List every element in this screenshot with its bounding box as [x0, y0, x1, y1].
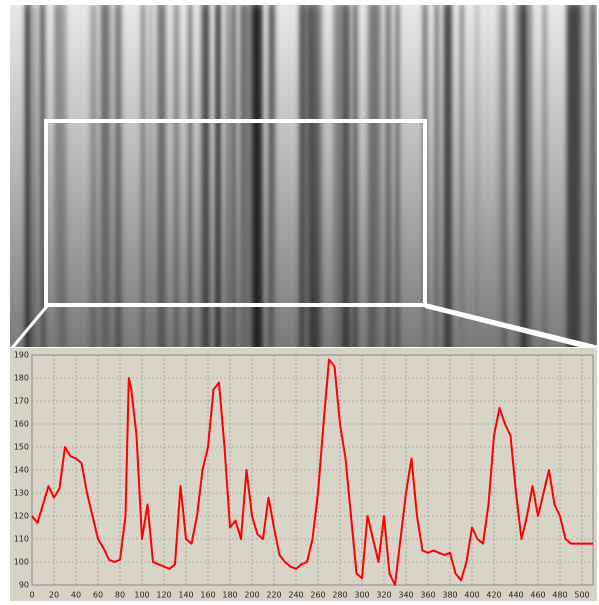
- y-tick-label: 190: [14, 351, 29, 360]
- tree: [239, 5, 246, 347]
- tree: [367, 5, 376, 347]
- x-tick-label: 360: [420, 591, 435, 600]
- x-tick-label: 180: [222, 591, 237, 600]
- tree: [343, 5, 352, 347]
- tree: [173, 5, 180, 347]
- y-tick-label: 170: [14, 397, 29, 406]
- tree: [515, 5, 523, 347]
- tree: [148, 5, 153, 347]
- tree: [577, 5, 587, 347]
- x-tick-label: 420: [486, 591, 501, 600]
- tree: [443, 5, 453, 347]
- tree: [60, 5, 67, 347]
- tree: [217, 5, 221, 347]
- tree: [231, 5, 237, 347]
- photo: [10, 5, 597, 347]
- tree: [434, 5, 438, 347]
- tree: [311, 5, 320, 347]
- tree: [54, 5, 59, 347]
- x-tick-label: 220: [266, 591, 281, 600]
- chart: 90 100 110 120 130 140 150 160 170 180 190 0 20 40 60 8…: [14, 351, 594, 600]
- selection-rect: [44, 119, 427, 307]
- y-tick-label: 120: [14, 512, 29, 521]
- tree: [188, 5, 192, 347]
- zoom-line-right: [425, 303, 599, 352]
- x-tick-label: 240: [288, 591, 303, 600]
- tree: [528, 5, 533, 347]
- y-tick-label: 110: [14, 535, 29, 544]
- tree: [100, 5, 112, 347]
- x-tick-label: 440: [508, 591, 523, 600]
- tree: [157, 5, 166, 347]
- tree: [542, 5, 547, 347]
- x-tick-label: 0: [29, 591, 34, 600]
- y-tick-label: 150: [14, 443, 29, 452]
- tree: [200, 5, 209, 347]
- tree: [502, 5, 507, 347]
- data-line: [31, 358, 593, 586]
- tree: [475, 5, 479, 347]
- tree: [460, 5, 464, 347]
- tree: [527, 5, 530, 347]
- x-tick-label: 460: [530, 591, 545, 600]
- x-tick-label: 20: [49, 591, 59, 600]
- y-tick-label: 180: [14, 374, 29, 383]
- y-tick-label: 90: [19, 581, 29, 590]
- x-tick-label: 380: [442, 591, 457, 600]
- x-tick-label: 300: [354, 591, 369, 600]
- tree: [114, 5, 122, 347]
- tree: [373, 5, 382, 347]
- tree: [385, 5, 392, 347]
- y-tick-label: 100: [14, 558, 29, 567]
- tree: [141, 5, 146, 347]
- x-tick-label: 260: [310, 591, 325, 600]
- x-tick-label: 280: [332, 591, 347, 600]
- tree: [31, 5, 37, 347]
- tree: [40, 5, 46, 347]
- y-tick-label: 140: [14, 466, 29, 475]
- tree: [334, 5, 340, 347]
- x-tick-label: 80: [115, 591, 125, 600]
- zoom-line-left: [10, 305, 50, 348]
- y-tick-label: 130: [14, 489, 29, 498]
- tree: [566, 5, 581, 347]
- tree: [497, 5, 503, 347]
- tree: [520, 5, 527, 347]
- tree: [226, 5, 229, 347]
- tree: [395, 5, 400, 347]
- x-tick-label: 320: [376, 591, 391, 600]
- tree: [339, 5, 349, 347]
- x-tick-label: 60: [93, 591, 103, 600]
- x-tick-label: 340: [398, 591, 413, 600]
- x-tick-label: 120: [156, 591, 171, 600]
- tree: [298, 5, 306, 347]
- tree: [437, 5, 441, 347]
- tree: [307, 5, 312, 347]
- x-tick-label: 480: [552, 591, 567, 600]
- tree: [588, 5, 592, 347]
- x-tick-label: 500: [574, 591, 589, 600]
- x-tick-label: 160: [200, 591, 215, 600]
- tree: [353, 5, 358, 347]
- x-tick-label: 100: [134, 591, 149, 600]
- x-tick-label: 200: [244, 591, 259, 600]
- tree: [90, 5, 97, 347]
- tree: [270, 5, 276, 347]
- tree: [251, 5, 259, 347]
- x-tick-label: 140: [178, 591, 193, 600]
- tree: [302, 5, 309, 347]
- x-tick-label: 400: [464, 591, 479, 600]
- tree: [26, 5, 31, 347]
- tree: [245, 5, 252, 347]
- tree: [319, 5, 323, 347]
- tree: [591, 5, 597, 347]
- x-tick-label: 40: [71, 591, 81, 600]
- tree: [257, 5, 263, 347]
- y-tick-label: 160: [14, 420, 29, 429]
